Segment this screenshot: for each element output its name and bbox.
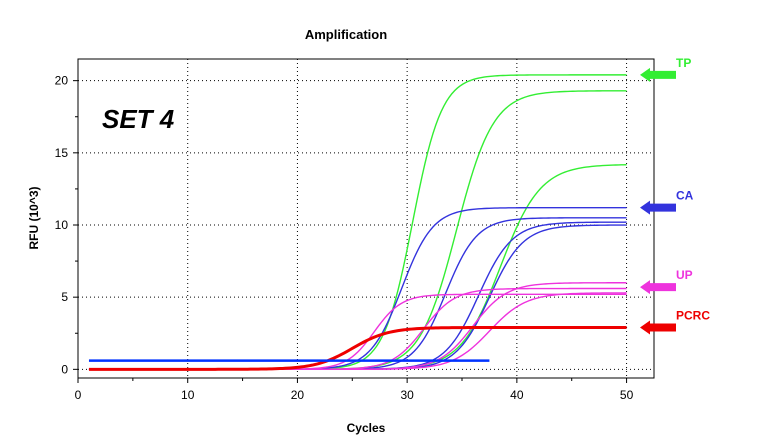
annotation-label: TP [676,56,691,70]
y-tick-label: 5 [61,290,68,304]
x-tick-label: 0 [75,388,82,402]
annotation-label: UP [676,268,693,282]
annotation-pcrc: PCRC [640,308,710,335]
series-lines [88,74,627,371]
annotation-ca: CA [640,189,694,215]
y-tick-label: 15 [55,146,69,160]
arrow-left-icon [640,200,676,215]
arrow-left-icon [640,67,676,82]
x-tick-label: 50 [620,388,634,402]
arrow-left-icon [640,320,676,335]
x-tick-label: 40 [510,388,524,402]
annotation-label: PCRC [676,308,710,322]
annotation-up: UP [640,268,693,295]
arrow-left-icon [640,280,676,295]
x-tick-label: 10 [181,388,195,402]
series-line-pcrc [88,325,627,371]
x-tick-label: 30 [400,388,414,402]
y-tick-label: 0 [61,362,68,376]
y-axis-label: RFU (10^3) [27,186,41,249]
annotations: TP CA UP PCRC [640,56,710,335]
annotation-label: CA [676,189,694,203]
y-ticks: 0 5 10 15 20 [55,74,78,376]
y-tick-label: 10 [55,218,69,232]
set-label: SET 4 [102,104,175,134]
annotation-tp: TP [640,56,691,82]
chart-title: Amplification [305,27,387,42]
x-axis-label: Cycles [347,421,386,435]
x-tick-label: 20 [291,388,305,402]
x-ticks: 0 10 20 30 40 50 [75,378,634,402]
y-tick-label: 20 [55,74,69,88]
